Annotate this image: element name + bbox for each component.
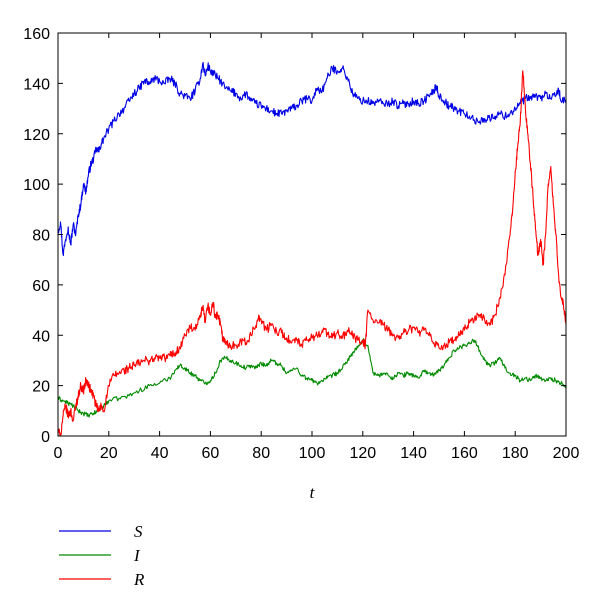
y-tick-label: 100: [23, 177, 50, 194]
y-tick-label: 60: [32, 278, 50, 295]
x-tick-label: 40: [151, 445, 169, 462]
series-line-s: [58, 61, 566, 257]
y-tick-label: 120: [23, 127, 50, 144]
x-tick-label: 100: [299, 445, 326, 462]
x-tick-label: 80: [252, 445, 270, 462]
x-tick-label: 20: [100, 445, 118, 462]
legend-label-r: R: [133, 570, 145, 589]
legend: SIR: [59, 522, 145, 589]
x-axis-title: t: [310, 483, 316, 502]
y-tick-label: 0: [41, 429, 50, 446]
y-tick-label: 140: [23, 76, 50, 93]
x-tick-label: 200: [553, 445, 580, 462]
y-tick-label: 160: [23, 26, 50, 43]
axis-ticks: 0 20 40 60 80 100 120 140 160 180 200 0 20 40 60 80 100 1…: [23, 26, 579, 462]
plot-area: [58, 61, 566, 437]
y-tick-label: 80: [32, 228, 50, 245]
x-tick-label: 140: [400, 445, 427, 462]
x-tick-label: 60: [202, 445, 220, 462]
series-line-r: [58, 70, 566, 437]
x-tick-label: 0: [54, 445, 63, 462]
series-line-i: [58, 338, 566, 418]
x-tick-label: 120: [349, 445, 376, 462]
x-tick-label: 160: [451, 445, 478, 462]
x-tick-label: 180: [502, 445, 529, 462]
y-tick-label: 40: [32, 328, 50, 345]
legend-label-s: S: [134, 522, 143, 541]
y-tick-label: 20: [32, 379, 50, 396]
legend-label-i: I: [133, 546, 141, 565]
